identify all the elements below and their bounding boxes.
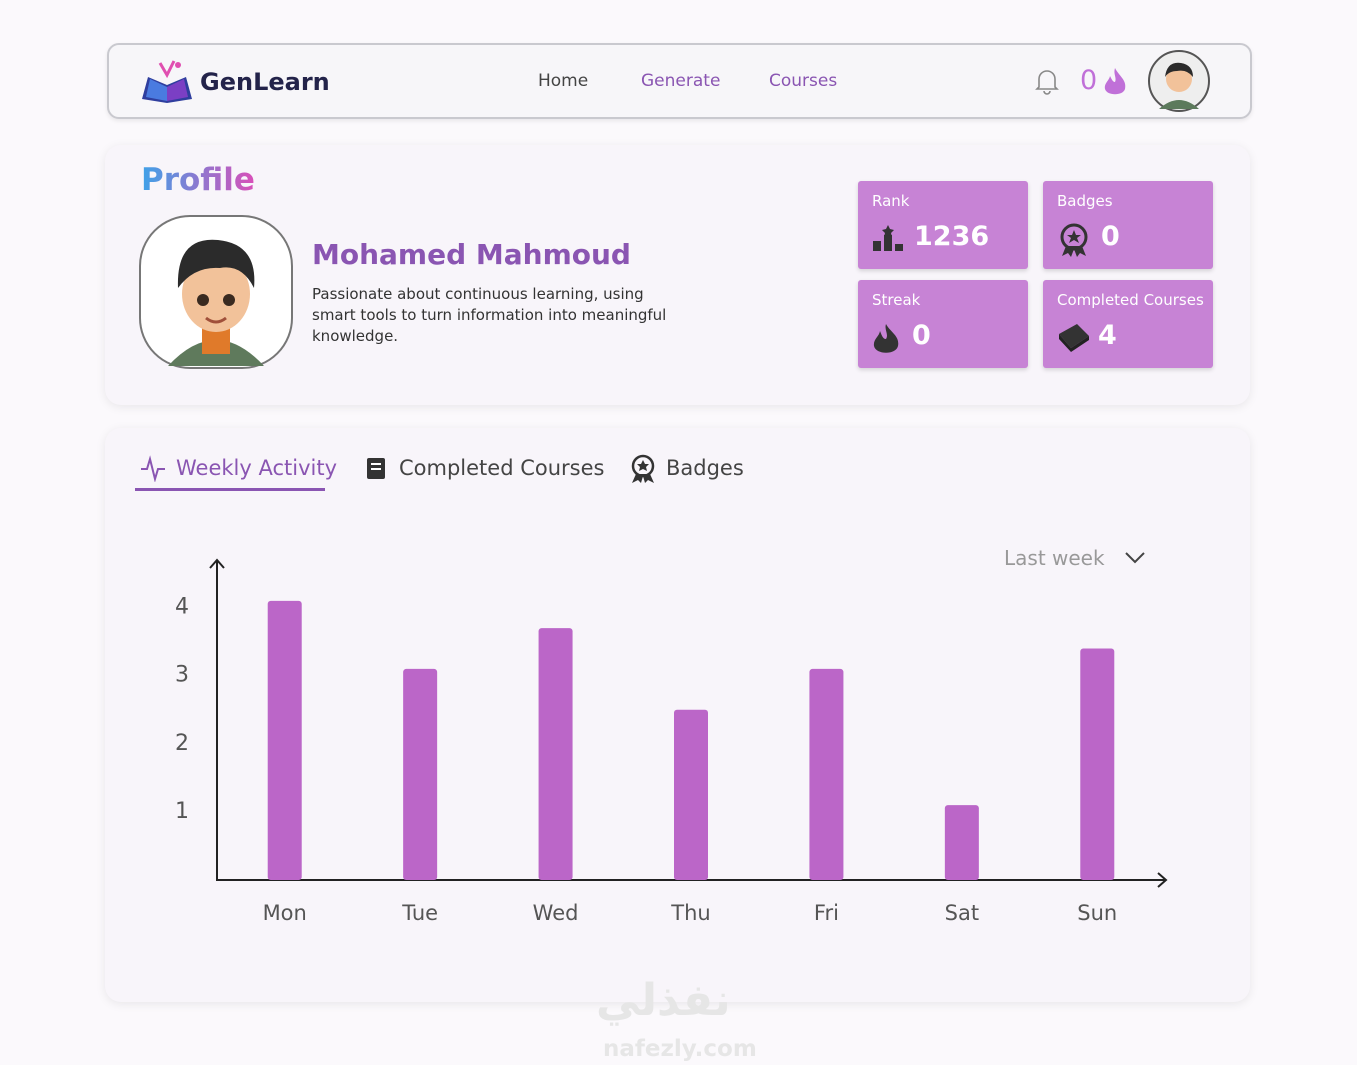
x-tick-label: Mon [263,901,307,925]
flame-icon [873,324,899,353]
streak-count: 0 [1080,65,1098,96]
stat-card: Badges 0 [1043,181,1213,269]
tab[interactable]: Badges [666,456,744,480]
period-select[interactable]: Last week [1004,546,1105,570]
stat-label: Rank [872,192,910,210]
tab[interactable]: Weekly Activity [176,456,338,480]
x-axis-arrow [1157,872,1168,888]
stat-label: Badges [1057,192,1113,210]
book-icon [367,458,385,479]
y-tick-label: 3 [175,663,189,688]
watermark: نفذلي [596,975,731,1026]
bar [1080,648,1115,880]
tab-underline [135,488,325,491]
stat-value: 4 [1098,320,1117,351]
stat-value: 0 [1101,221,1120,252]
profile-name: Mohamed Mahmoud [312,238,631,271]
watermark: nafezly.com [603,1036,757,1062]
bar [809,668,844,880]
stat-label: Completed Courses [1057,291,1204,309]
nav-link[interactable]: Courses [769,71,838,91]
profile-bio: Passionate about continuous learning, us… [312,285,667,345]
x-tick-label: Sun [1077,901,1117,925]
nav-link[interactable]: Generate [641,71,721,91]
stat-card: Completed Courses 4 [1043,280,1213,368]
y-tick-label: 4 [175,595,189,620]
book-icon [1059,324,1089,352]
profile-title: Profile [141,162,255,198]
bar [538,628,573,880]
bar [944,805,979,880]
bar [674,709,708,880]
chevron-icon[interactable] [1124,550,1146,566]
flame-icon [1104,68,1126,95]
brand[interactable]: GenLearn [200,68,330,96]
logo-icon [142,60,192,103]
badge-icon [631,454,655,483]
y-tick-label: 2 [175,731,189,756]
bar [403,668,438,880]
x-tick-label: Fri [814,901,839,925]
activity-icon [141,455,165,482]
x-tick-label: Sat [945,901,979,925]
stat-card: Rank 1236 [858,181,1028,269]
y-axis-arrow [209,558,225,569]
navbar [107,43,1252,119]
x-tick-label: Tue [401,901,438,925]
stat-value: 1236 [914,221,990,252]
tab[interactable]: Completed Courses [399,456,605,480]
avatar-small[interactable] [1147,49,1211,113]
badge-icon [1060,223,1088,257]
bar [267,600,302,880]
bell-icon[interactable] [1033,66,1061,96]
x-tick-label: Wed [533,901,579,925]
stat-card: Streak 0 [858,280,1028,368]
rank-icon [873,225,903,251]
avatar [139,215,293,369]
x-tick-label: Thu [670,901,710,925]
nav-link[interactable]: Home [538,71,589,91]
stat-value: 0 [912,320,931,351]
stat-label: Streak [872,291,921,309]
y-tick-label: 1 [175,799,189,824]
